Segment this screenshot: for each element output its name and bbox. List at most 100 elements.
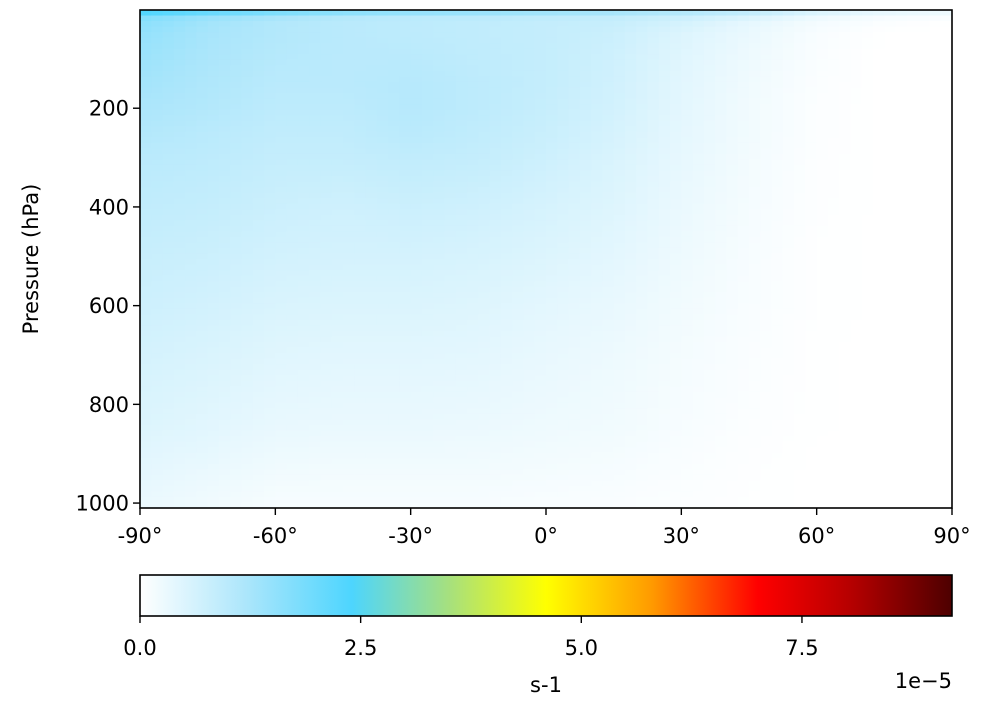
heatmap-cell xyxy=(309,264,322,271)
heatmap-cell xyxy=(455,181,468,188)
heatmap-cell xyxy=(523,242,536,249)
heatmap-cell xyxy=(692,181,705,188)
heatmap-cell xyxy=(850,386,863,393)
heatmap-cell xyxy=(929,308,942,315)
heatmap-cell xyxy=(162,353,175,360)
heatmap-cell xyxy=(861,231,874,238)
heatmap-cell xyxy=(670,314,682,321)
heatmap-cell xyxy=(500,43,513,50)
heatmap-cell xyxy=(500,220,513,227)
heatmap-cell xyxy=(534,21,547,28)
heatmap-cell xyxy=(918,87,931,94)
heatmap-cell xyxy=(365,203,378,210)
heatmap-cell xyxy=(500,386,513,393)
heatmap-cell xyxy=(636,153,649,160)
heatmap-cell xyxy=(929,270,942,277)
heatmap-cell xyxy=(681,176,694,183)
heatmap-cell xyxy=(421,214,434,221)
heatmap-cell xyxy=(918,209,931,216)
heatmap-cell xyxy=(523,353,536,360)
heatmap-cell xyxy=(546,342,558,349)
heatmap-cell xyxy=(827,253,840,260)
heatmap-cell xyxy=(568,159,581,166)
heatmap-cell xyxy=(410,170,423,177)
heatmap-cell xyxy=(343,32,355,39)
heatmap-cell xyxy=(523,364,536,371)
heatmap-cell xyxy=(895,176,908,183)
heatmap-cell xyxy=(410,236,423,243)
heatmap-cell xyxy=(388,242,400,249)
heatmap-cell xyxy=(873,242,885,249)
heatmap-cell xyxy=(444,26,457,33)
heatmap-cell xyxy=(444,242,457,249)
heatmap-cell xyxy=(861,314,874,321)
heatmap-cell xyxy=(218,159,231,166)
heatmap-cell xyxy=(839,303,852,310)
heatmap-cell xyxy=(309,369,322,376)
heatmap-cell xyxy=(297,308,310,315)
heatmap-cell xyxy=(297,325,310,332)
heatmap-cell xyxy=(873,98,885,105)
heatmap-cell xyxy=(230,270,243,277)
heatmap-cell xyxy=(354,198,367,205)
heatmap-cell xyxy=(421,48,434,55)
heatmap-cell xyxy=(523,170,536,177)
heatmap-cell xyxy=(557,187,570,194)
heatmap-cell xyxy=(173,120,186,127)
heatmap-cell xyxy=(579,59,592,66)
heatmap-cell xyxy=(320,65,333,72)
heatmap-cell xyxy=(624,236,637,243)
heatmap-cell xyxy=(602,126,615,133)
heatmap-cell xyxy=(906,330,919,338)
heatmap-cell xyxy=(692,314,705,321)
heatmap-cell xyxy=(331,187,344,194)
heatmap-cell xyxy=(218,209,231,216)
heatmap-cell xyxy=(726,198,739,205)
heatmap-cell xyxy=(512,319,525,326)
heatmap-cell xyxy=(286,342,299,349)
heatmap-cell xyxy=(500,380,513,387)
heatmap-cell xyxy=(805,187,818,194)
heatmap-cell xyxy=(399,148,412,155)
heatmap-cell xyxy=(884,242,897,249)
heatmap-cell xyxy=(365,115,378,122)
heatmap-cell xyxy=(568,297,581,304)
heatmap-cell xyxy=(297,131,310,138)
heatmap-cell xyxy=(624,126,637,133)
heatmap-cell xyxy=(591,330,603,338)
heatmap-cell xyxy=(715,358,728,365)
heatmap-cell xyxy=(207,353,220,360)
heatmap-cell xyxy=(613,231,626,238)
heatmap-cell xyxy=(297,386,310,393)
heatmap-cell xyxy=(760,104,773,111)
heatmap-cell xyxy=(433,286,446,293)
heatmap-cell xyxy=(512,242,525,249)
heatmap-cell xyxy=(252,104,265,111)
heatmap-cell xyxy=(760,26,773,33)
heatmap-cell xyxy=(140,314,152,321)
heatmap-cell xyxy=(816,137,829,144)
heatmap-cell xyxy=(895,115,908,122)
heatmap-cell xyxy=(478,126,491,133)
heatmap-cell xyxy=(444,104,457,111)
heatmap-cell xyxy=(252,347,265,354)
heatmap-cell xyxy=(162,253,175,260)
heatmap-cell xyxy=(861,347,874,354)
heatmap-cell xyxy=(940,380,952,387)
heatmap-cell xyxy=(918,59,931,66)
heatmap-cell xyxy=(343,231,355,238)
heatmap-cell xyxy=(140,369,152,376)
heatmap-cell xyxy=(309,281,322,288)
heatmap-cell xyxy=(376,247,389,255)
heatmap-cell xyxy=(703,181,716,188)
heatmap-cell xyxy=(523,292,536,299)
heatmap-cell xyxy=(297,142,310,149)
heatmap-cell xyxy=(185,297,197,304)
heatmap-cell xyxy=(376,214,389,221)
heatmap-cell xyxy=(670,214,682,221)
heatmap-cell xyxy=(613,65,626,72)
heatmap-cell xyxy=(512,142,525,149)
heatmap-cell xyxy=(410,98,423,105)
heatmap-cell xyxy=(726,176,739,183)
heatmap-cell xyxy=(670,286,682,293)
